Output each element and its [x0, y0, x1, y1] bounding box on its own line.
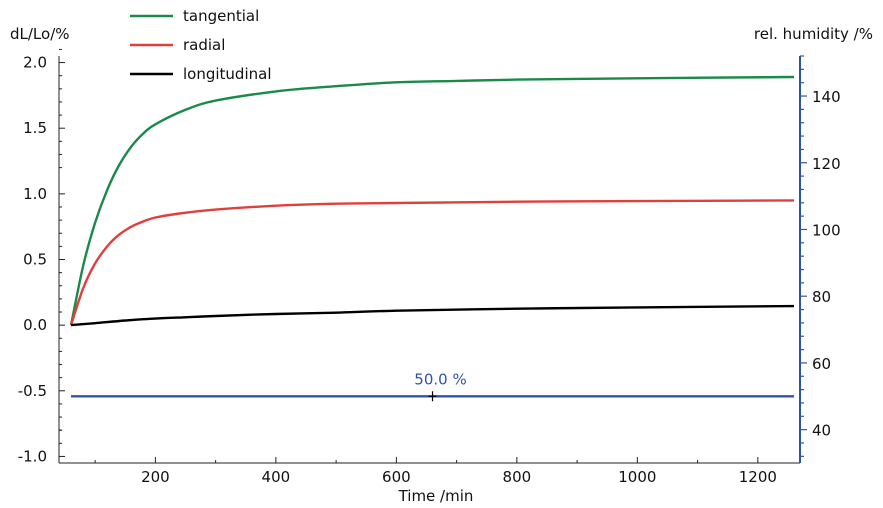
y-left-tick-label: 0.0 [23, 316, 47, 334]
series-line-tangential [69, 75, 795, 326]
y-left-axis-label: dL/Lo/% [10, 25, 70, 43]
x-tick-label: 400 [262, 468, 291, 486]
y-left-tick-label: 1.0 [23, 185, 47, 203]
y-right-tick-label: 140 [812, 88, 841, 106]
y-right-tick-label: 40 [812, 422, 831, 440]
legend-label-tangential: tangential [183, 7, 259, 25]
y-right-axis: 40 60 80 100 120 140 [799, 55, 841, 463]
y-left-tick-label: 1.5 [23, 119, 47, 137]
series-line-longitudinal [70, 304, 795, 327]
y-left-tick-label: 0.5 [23, 251, 47, 269]
x-tick-label: 1200 [739, 468, 777, 486]
legend-label-longitudinal: longitudinal [183, 65, 271, 83]
series-line-radial [69, 199, 795, 326]
x-tick-label: 600 [382, 468, 411, 486]
y-left-tick-label: -0.5 [18, 382, 47, 400]
plot-lines: 50.0 % [69, 75, 795, 402]
legend: tangential radial longitudinal [130, 7, 271, 83]
y-left-axis: -1.0 -0.5 0.0 0.5 1.0 1.5 2.0 [18, 48, 65, 465]
x-tick-label: 800 [503, 468, 532, 486]
y-right-tick-label: 120 [812, 155, 841, 173]
legend-label-radial: radial [183, 36, 225, 54]
x-tick-label: 200 [141, 468, 170, 486]
annotation-label: 50.0 % [414, 370, 466, 388]
y-left-tick-label: -1.0 [18, 447, 47, 465]
x-axis-label: Time /min [398, 487, 474, 505]
y-right-tick-label: 60 [812, 355, 831, 373]
y-left-tick-label: 2.0 [23, 54, 47, 72]
y-right-tick-label: 80 [812, 288, 831, 306]
x-axis: 200 400 600 800 1000 1200 [59, 457, 800, 486]
x-tick-label: 1000 [618, 468, 656, 486]
y-right-tick-label: 100 [812, 221, 841, 239]
y-right-axis-label: rel. humidity /% [754, 25, 873, 43]
